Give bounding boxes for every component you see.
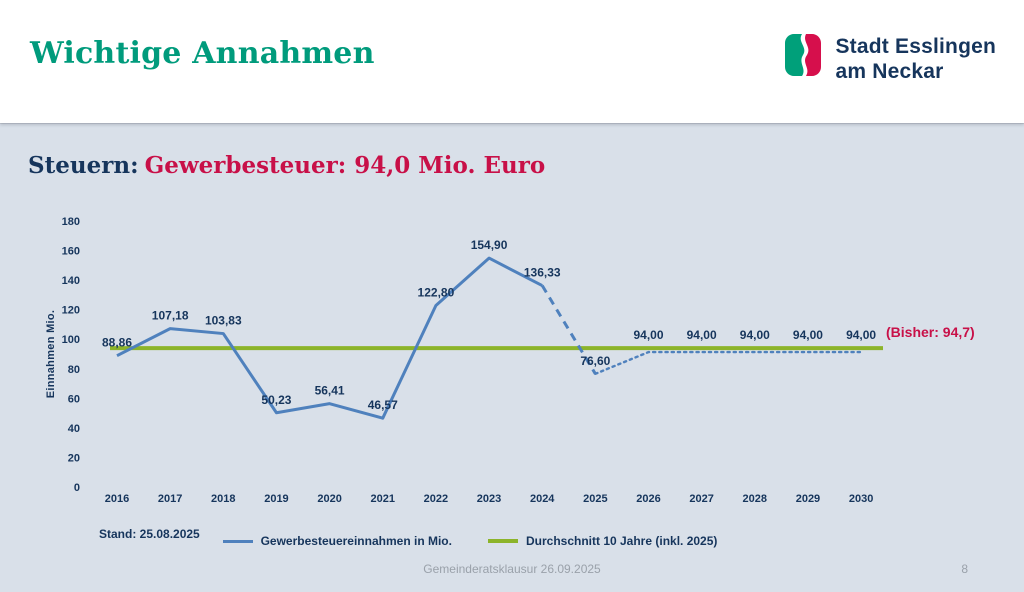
esslingen-logo-icon <box>785 34 822 76</box>
svg-text:140: 140 <box>62 275 80 287</box>
svg-text:88,86: 88,86 <box>102 336 132 350</box>
svg-text:2029: 2029 <box>796 493 820 505</box>
svg-text:103,83: 103,83 <box>205 314 242 328</box>
svg-text:2028: 2028 <box>743 493 767 505</box>
section-heading-prefix: Steuern: <box>28 152 139 179</box>
page-number: 8 <box>961 562 968 576</box>
svg-text:2020: 2020 <box>317 493 341 505</box>
svg-text:56,41: 56,41 <box>315 384 345 398</box>
svg-text:154,90: 154,90 <box>471 238 508 252</box>
svg-text:2022: 2022 <box>424 493 448 505</box>
svg-text:2021: 2021 <box>371 493 395 505</box>
svg-text:0: 0 <box>74 482 80 494</box>
svg-text:136,33: 136,33 <box>524 266 561 280</box>
legend-item-einnahmen: Gewerbesteuereinnahmen in Mio. <box>222 534 452 548</box>
svg-text:94,00: 94,00 <box>687 328 717 342</box>
bisher-annotation: (Bisher: 94,7) <box>886 324 975 340</box>
svg-text:40: 40 <box>68 423 80 435</box>
svg-text:122,80: 122,80 <box>418 286 455 300</box>
legend-label-einnahmen: Gewerbesteuereinnahmen in Mio. <box>260 534 452 548</box>
svg-text:76,60: 76,60 <box>580 354 610 368</box>
svg-text:2018: 2018 <box>211 493 235 505</box>
svg-text:2026: 2026 <box>636 493 660 505</box>
svg-text:120: 120 <box>62 305 80 317</box>
svg-text:94,00: 94,00 <box>633 328 663 342</box>
svg-text:94,00: 94,00 <box>740 328 770 342</box>
svg-text:94,00: 94,00 <box>846 328 876 342</box>
svg-text:2019: 2019 <box>264 493 288 505</box>
svg-text:50,23: 50,23 <box>261 393 291 407</box>
svg-text:2023: 2023 <box>477 493 501 505</box>
svg-text:107,18: 107,18 <box>152 309 189 323</box>
stand-date-label: Stand: 25.08.2025 <box>99 527 200 541</box>
svg-text:2017: 2017 <box>158 493 182 505</box>
svg-text:2025: 2025 <box>583 493 607 505</box>
section-heading: Steuern: Gewerbesteuer: 94,0 Mio. Euro <box>28 152 545 179</box>
logo-line-1: Stadt Esslingen <box>835 35 996 58</box>
svg-text:2030: 2030 <box>849 493 873 505</box>
svg-text:2027: 2027 <box>689 493 713 505</box>
svg-text:2024: 2024 <box>530 493 555 505</box>
svg-text:2016: 2016 <box>105 493 129 505</box>
slide-title: Wichtige Annahmen <box>30 36 375 71</box>
slide-header: Wichtige Annahmen Stadt Esslingen am Nec… <box>0 0 1024 123</box>
svg-text:94,00: 94,00 <box>793 328 823 342</box>
esslingen-logo-text: Stadt Esslingen am Neckar <box>835 32 996 84</box>
svg-text:46,57: 46,57 <box>368 398 398 412</box>
slide-body: Steuern: Gewerbesteuer: 94,0 Mio. Euro 0 2… <box>0 123 1024 592</box>
gewerbesteuer-line-chart: 0 20 40 60 80 100 120 140 160 180 Einnahmen Mio. 20… <box>45 216 883 505</box>
logo-line-2: am Neckar <box>835 60 944 83</box>
svg-text:160: 160 <box>62 246 80 258</box>
esslingen-logo: Stadt Esslingen am Neckar <box>783 32 996 84</box>
green-line-sample-icon <box>487 539 518 543</box>
legend-label-durchschnitt: Durchschnitt 10 Jahre (inkl. 2025) <box>525 534 718 548</box>
legend-item-durchschnitt: Durchschnitt 10 Jahre (inkl. 2025) <box>487 534 718 548</box>
section-heading-highlight: Gewerbesteuer: 94,0 Mio. Euro <box>144 152 546 179</box>
svg-text:20: 20 <box>68 452 80 464</box>
svg-text:100: 100 <box>62 334 80 346</box>
svg-text:180: 180 <box>62 216 80 228</box>
blue-line-sample-icon <box>222 539 253 543</box>
footer-caption: Gemeinderatsklausur 26.09.2025 <box>423 562 601 576</box>
svg-text:Einnahmen Mio.: Einnahmen Mio. <box>45 310 57 399</box>
svg-text:80: 80 <box>68 364 80 376</box>
chart-legend: Gewerbesteuereinnahmen in Mio. Durchschn… <box>40 534 900 548</box>
svg-text:60: 60 <box>68 393 80 405</box>
